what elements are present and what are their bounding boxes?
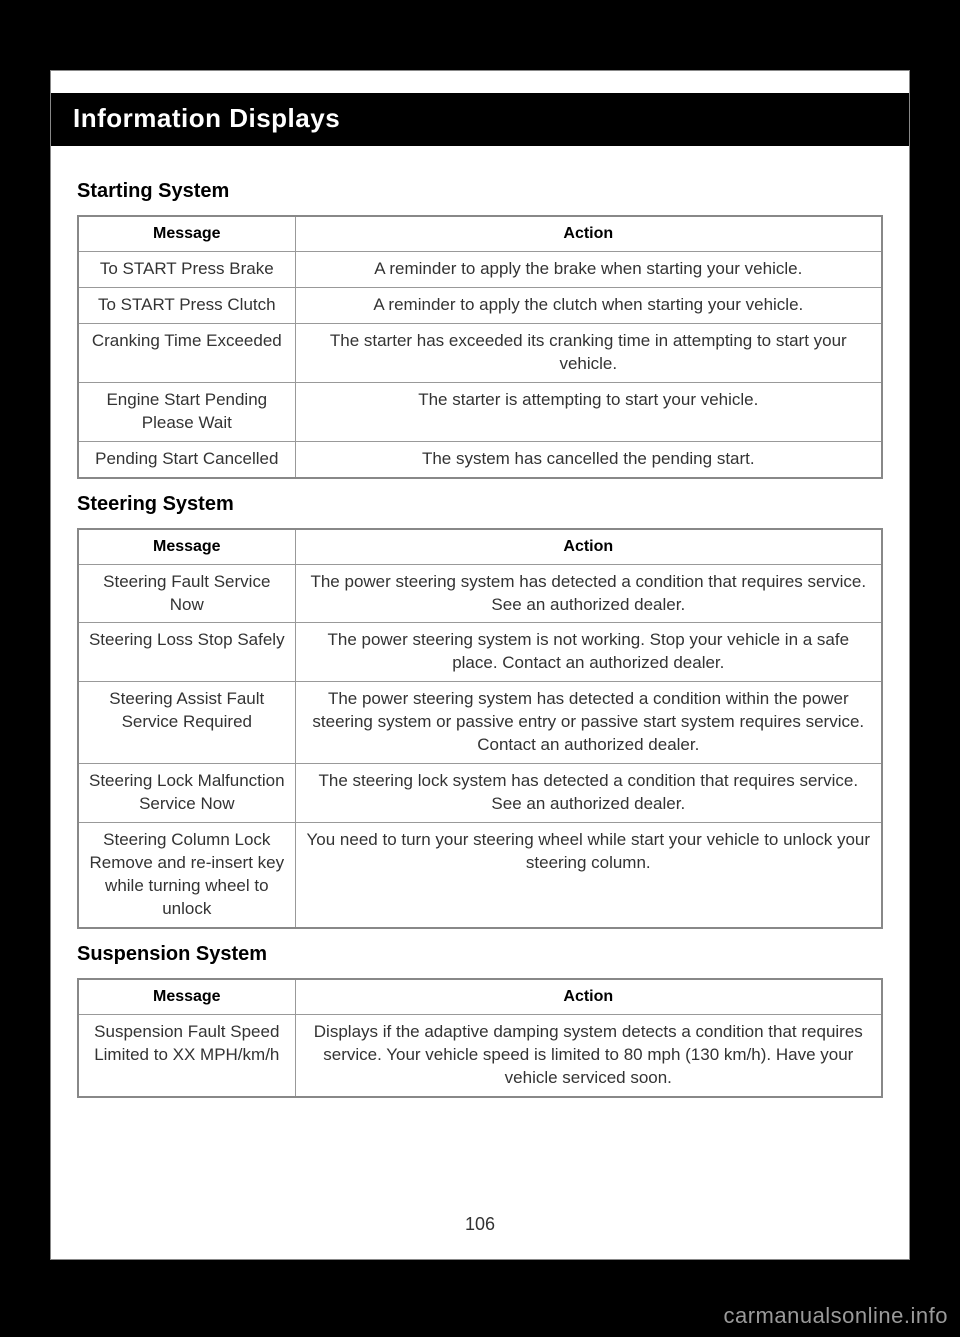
content: Starting System Message Action To START … (51, 146, 909, 1098)
cell-action: Displays if the adaptive damping system … (295, 1014, 882, 1096)
col-header-action: Action (295, 979, 882, 1015)
cell-message: Steering Fault Service Now (78, 564, 295, 623)
cell-message: Steering Assist Fault Service Required (78, 682, 295, 764)
cell-action: The steering lock system has detected a … (295, 764, 882, 823)
page-number: 106 (51, 1214, 909, 1235)
col-header-action: Action (295, 216, 882, 252)
cell-message: Engine Start Pending Please Wait (78, 382, 295, 441)
table-row: To START Press Clutch A reminder to appl… (78, 287, 882, 323)
bottom-tab (54, 1323, 98, 1337)
watermark: carmanualsonline.info (723, 1303, 948, 1329)
header-bar: Information Displays (51, 93, 909, 146)
table-row: Steering Lock Malfunction Service Now Th… (78, 764, 882, 823)
cell-message: To START Press Clutch (78, 287, 295, 323)
table-suspension: Message Action Suspension Fault Speed Li… (77, 978, 883, 1098)
cell-message: Pending Start Cancelled (78, 441, 295, 477)
section-title-starting: Starting System (77, 180, 883, 203)
table-starting: Message Action To START Press Brake A re… (77, 215, 883, 479)
table-row: Steering Assist Fault Service Required T… (78, 682, 882, 764)
table-row: Steering Loss Stop Safely The power stee… (78, 623, 882, 682)
section-title-steering: Steering System (77, 493, 883, 516)
col-header-message: Message (78, 216, 295, 252)
cell-message: Cranking Time Exceeded (78, 323, 295, 382)
col-header-message: Message (78, 529, 295, 565)
page-title: Information Displays (73, 103, 887, 134)
cell-message: To START Press Brake (78, 252, 295, 288)
cell-action: The system has cancelled the pending sta… (295, 441, 882, 477)
table-row: Engine Start Pending Please Wait The sta… (78, 382, 882, 441)
section-title-suspension: Suspension System (77, 943, 883, 966)
col-header-action: Action (295, 529, 882, 565)
cell-action: A reminder to apply the clutch when star… (295, 287, 882, 323)
cell-action: The power steering system has detected a… (295, 682, 882, 764)
table-row: Suspension Fault Speed Limited to XX MPH… (78, 1014, 882, 1096)
table-row: Steering Column Lock Remove and re-inser… (78, 823, 882, 928)
col-header-message: Message (78, 979, 295, 1015)
cell-action: The starter is attempting to start your … (295, 382, 882, 441)
cell-message: Suspension Fault Speed Limited to XX MPH… (78, 1014, 295, 1096)
table-row: Steering Fault Service Now The power ste… (78, 564, 882, 623)
cell-action: The power steering system is not working… (295, 623, 882, 682)
table-row: Cranking Time Exceeded The starter has e… (78, 323, 882, 382)
cell-action: You need to turn your steering wheel whi… (295, 823, 882, 928)
cell-action: The starter has exceeded its cranking ti… (295, 323, 882, 382)
page: Information Displays Starting System Mes… (50, 70, 910, 1260)
cell-action: A reminder to apply the brake when start… (295, 252, 882, 288)
table-steering: Message Action Steering Fault Service No… (77, 528, 883, 929)
side-tab (0, 12, 44, 70)
cell-message: Steering Column Lock Remove and re-inser… (78, 823, 295, 928)
cell-message: Steering Lock Malfunction Service Now (78, 764, 295, 823)
table-row: To START Press Brake A reminder to apply… (78, 252, 882, 288)
cell-message: Steering Loss Stop Safely (78, 623, 295, 682)
cell-action: The power steering system has detected a… (295, 564, 882, 623)
table-row: Pending Start Cancelled The system has c… (78, 441, 882, 477)
